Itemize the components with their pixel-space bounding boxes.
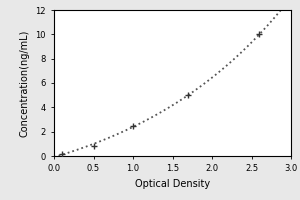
Y-axis label: Concentration(ng/mL): Concentration(ng/mL) (20, 29, 30, 137)
X-axis label: Optical Density: Optical Density (135, 179, 210, 189)
